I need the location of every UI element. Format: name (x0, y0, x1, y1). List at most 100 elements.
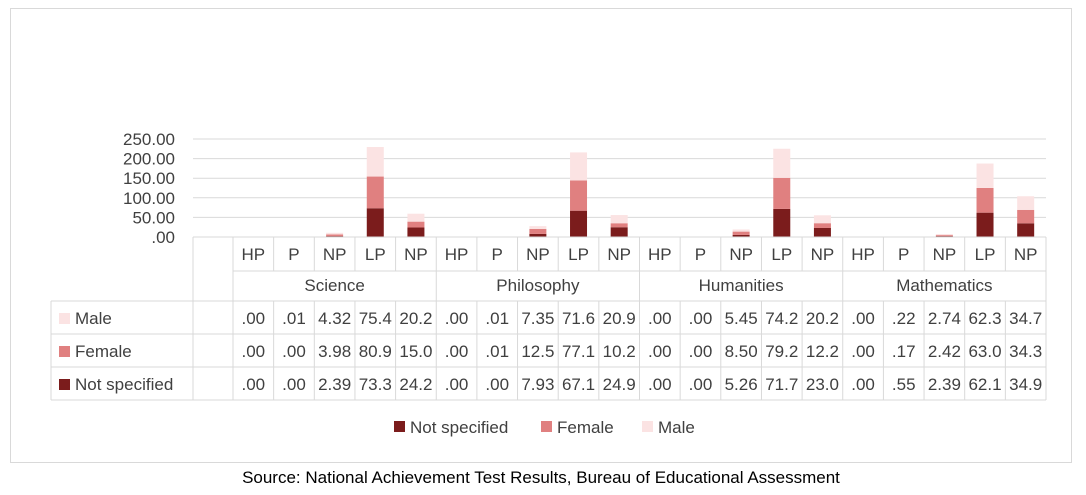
data-label: 2.39 (318, 375, 351, 394)
data-label: .00 (648, 375, 672, 394)
data-label: 23.0 (806, 375, 839, 394)
data-label: 20.2 (806, 309, 839, 328)
bar-female (407, 221, 425, 228)
x-subcategory-label: NP (811, 245, 835, 264)
data-label: .00 (689, 309, 713, 328)
bar-not-specified (529, 233, 547, 237)
data-label: .00 (851, 309, 875, 328)
data-label: .00 (648, 342, 672, 361)
legend-key-not-specified (59, 379, 70, 390)
data-label: 12.2 (806, 342, 839, 361)
x-subcategory-label: P (898, 245, 909, 264)
data-label: 62.3 (968, 309, 1001, 328)
data-label: 4.32 (318, 309, 351, 328)
data-label: 63.0 (968, 342, 1001, 361)
x-subcategory-label: HP (242, 245, 266, 264)
bar-female (326, 234, 344, 237)
data-label: .00 (689, 375, 713, 394)
bar-male (529, 226, 547, 229)
data-label: 20.2 (399, 309, 432, 328)
bar-not-specified (976, 212, 994, 237)
x-subcategory-label: P (288, 245, 299, 264)
bar-female (366, 176, 384, 209)
x-subcategory-label: NP (933, 245, 957, 264)
legend-key-male (59, 313, 70, 324)
x-group-label: Humanities (699, 276, 784, 295)
data-label: 10.2 (603, 342, 636, 361)
data-label: 20.9 (603, 309, 636, 328)
data-label: .00 (485, 375, 509, 394)
data-label: 79.2 (765, 342, 798, 361)
data-label: 3.98 (318, 342, 351, 361)
legend-label: Not specified (410, 418, 508, 437)
legend-swatch-not-specified (394, 421, 405, 432)
bar-female (976, 187, 994, 213)
x-subcategory-label: LP (771, 245, 792, 264)
bar-not-specified (773, 208, 791, 237)
data-label: .00 (445, 375, 469, 394)
legend-label: Male (658, 418, 695, 437)
bar-male (813, 215, 831, 224)
data-label: .01 (485, 309, 509, 328)
data-label: .00 (445, 342, 469, 361)
source-note: Source: National Achievement Test Result… (242, 468, 840, 487)
data-label: .00 (851, 342, 875, 361)
data-label: 8.50 (725, 342, 758, 361)
bar-female (610, 223, 628, 228)
bar-female (773, 177, 791, 209)
data-label: 71.6 (562, 309, 595, 328)
x-subcategory-label: LP (975, 245, 996, 264)
data-label: 2.74 (928, 309, 961, 328)
data-label: 15.0 (399, 342, 432, 361)
y-tick-label: 200.00 (123, 150, 175, 169)
data-label: .01 (282, 309, 306, 328)
data-label: 34.7 (1009, 309, 1042, 328)
data-label: .00 (242, 375, 266, 394)
x-group-label: Philosophy (496, 276, 580, 295)
data-label: 67.1 (562, 375, 595, 394)
y-tick-label: 100.00 (123, 189, 175, 208)
data-label: 2.39 (928, 375, 961, 394)
bar-not-specified (1017, 223, 1035, 237)
bar-male (1017, 196, 1035, 210)
data-label: 62.1 (968, 375, 1001, 394)
data-label: 5.45 (725, 309, 758, 328)
data-label: 75.4 (359, 309, 392, 328)
table-row-label: Female (75, 342, 132, 361)
x-subcategory-label: NP (323, 245, 347, 264)
data-label: 34.3 (1009, 342, 1042, 361)
data-label: .00 (445, 309, 469, 328)
x-group-label: Mathematics (896, 276, 992, 295)
bar-female (1017, 209, 1035, 224)
data-label: 2.42 (928, 342, 961, 361)
bar-male (570, 152, 588, 181)
x-subcategory-label: P (695, 245, 706, 264)
data-label: .00 (689, 342, 713, 361)
table-row-label: Male (75, 309, 112, 328)
x-subcategory-label: NP (607, 245, 631, 264)
bar-female (732, 231, 750, 235)
data-label: .17 (892, 342, 916, 361)
chart-area: .00 50.00 100.00 150.00 200.00 250.00 HP P NP LP N… (10, 8, 1072, 463)
legend-swatch-male (642, 421, 653, 432)
data-label: .55 (892, 375, 916, 394)
bar-not-specified (407, 227, 425, 237)
bar-male (732, 229, 750, 232)
bar-not-specified (732, 234, 750, 237)
data-label: 71.7 (765, 375, 798, 394)
bar-male (610, 215, 628, 224)
x-subcategory-label: NP (526, 245, 550, 264)
data-label: .22 (892, 309, 916, 328)
bar-male (935, 234, 953, 236)
data-label: .01 (485, 342, 509, 361)
y-tick-label: .00 (151, 228, 175, 247)
table-row-label: Not specified (75, 375, 173, 394)
x-subcategory-label: LP (365, 245, 386, 264)
y-tick-label: 150.00 (123, 169, 175, 188)
bar-not-specified (570, 210, 588, 237)
data-label: .00 (851, 375, 875, 394)
x-group-label: Science (304, 276, 364, 295)
bar-male (326, 232, 344, 235)
data-label: 77.1 (562, 342, 595, 361)
data-label: 7.35 (521, 309, 554, 328)
